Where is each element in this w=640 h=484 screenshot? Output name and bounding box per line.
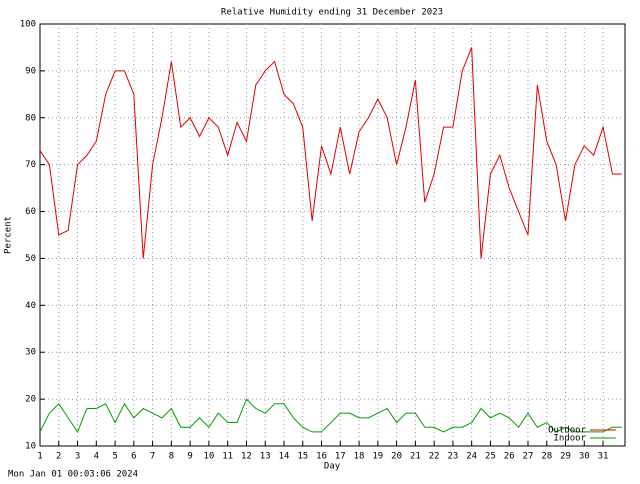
x-tick-label: 18: [354, 452, 365, 462]
y-tick-label: 90: [25, 66, 36, 76]
legend-label: Outdoor: [548, 426, 587, 436]
y-tick-label: 70: [25, 160, 36, 170]
x-tick-label: 14: [279, 452, 290, 462]
x-tick-label: 21: [410, 452, 421, 462]
x-tick-label: 16: [316, 452, 327, 462]
y-tick-label: 60: [25, 207, 36, 217]
chart-title: Relative Humidity ending 31 December 202…: [221, 8, 443, 18]
x-tick-label: 29: [560, 452, 571, 462]
x-axis-label: Day: [324, 462, 341, 472]
x-tick-label: 27: [523, 452, 534, 462]
y-tick-label: 100: [20, 20, 36, 30]
x-tick-label: 30: [579, 452, 590, 462]
y-tick-label: 10: [25, 442, 36, 452]
x-tick-label: 4: [94, 452, 99, 462]
y-tick-label: 20: [25, 395, 36, 405]
series-line: [39, 47, 622, 259]
x-tick-label: 2: [56, 452, 61, 462]
y-tick-label: 30: [25, 348, 36, 358]
y-tick-label: 40: [25, 301, 36, 311]
y-axis-label: Percent: [4, 216, 14, 254]
x-tick-label: 17: [335, 452, 346, 462]
y-tick-label: 50: [25, 254, 36, 264]
legend-label: Indoor: [553, 434, 586, 444]
x-tick-label: 24: [466, 452, 477, 462]
x-tick-label: 26: [504, 452, 515, 462]
x-tick-label: 10: [203, 452, 214, 462]
x-tick-label: 3: [75, 452, 80, 462]
x-tick-label: 12: [241, 452, 252, 462]
series-line: [39, 398, 622, 434]
x-tick-label: 28: [541, 452, 552, 462]
x-tick-label: 20: [391, 452, 402, 462]
x-tick-label: 25: [485, 452, 496, 462]
y-tick-label: 80: [25, 113, 36, 123]
x-tick-label: 9: [187, 452, 192, 462]
x-tick-label: 11: [222, 452, 233, 462]
x-tick-label: 7: [150, 452, 155, 462]
x-tick-label: 6: [131, 452, 136, 462]
plot-frame: [39, 23, 626, 447]
x-tick-label: 13: [260, 452, 271, 462]
x-tick-label: 8: [169, 452, 174, 462]
x-tick-label: 23: [447, 452, 458, 462]
footer: Mon Jan 01 00:03:06 2024: [8, 470, 138, 480]
x-tick-label: 1: [37, 452, 42, 462]
x-tick-label: 22: [429, 452, 440, 462]
x-tick-label: 31: [598, 452, 609, 462]
x-tick-label: 15: [297, 452, 308, 462]
x-tick-label: 19: [372, 452, 383, 462]
x-tick-label: 5: [112, 452, 117, 462]
